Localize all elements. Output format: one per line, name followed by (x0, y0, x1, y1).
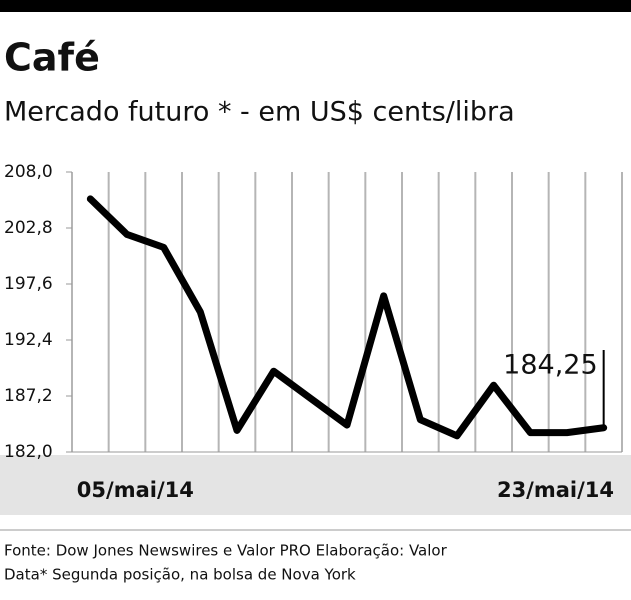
source-line: Fonte: Dow Jones Newswires e Valor PRO E… (4, 542, 448, 560)
y-tick-label: 182,0 (4, 442, 53, 462)
x-tick-label: 05/mai/14 (77, 478, 194, 502)
source-line: Data* Segunda posição, na bolsa de Nova … (4, 566, 356, 584)
line (86, 195, 608, 440)
y-tick-label: 202,8 (4, 218, 53, 238)
y-tick-label: 197,6 (4, 274, 53, 294)
chart-subtitle: Mercado futuro * - em US$ cents/libra (4, 97, 515, 128)
x-axis-band (0, 455, 631, 515)
x-tick-label: 23/mai/14 (497, 478, 614, 502)
y-tick-label: 187,2 (4, 386, 53, 406)
top-bar (0, 0, 631, 12)
value-label: 184,25 (503, 350, 597, 381)
y-tick-label: 192,4 (4, 330, 53, 350)
y-tick-label: 208,0 (4, 162, 53, 182)
chart-title: Café (4, 36, 100, 80)
